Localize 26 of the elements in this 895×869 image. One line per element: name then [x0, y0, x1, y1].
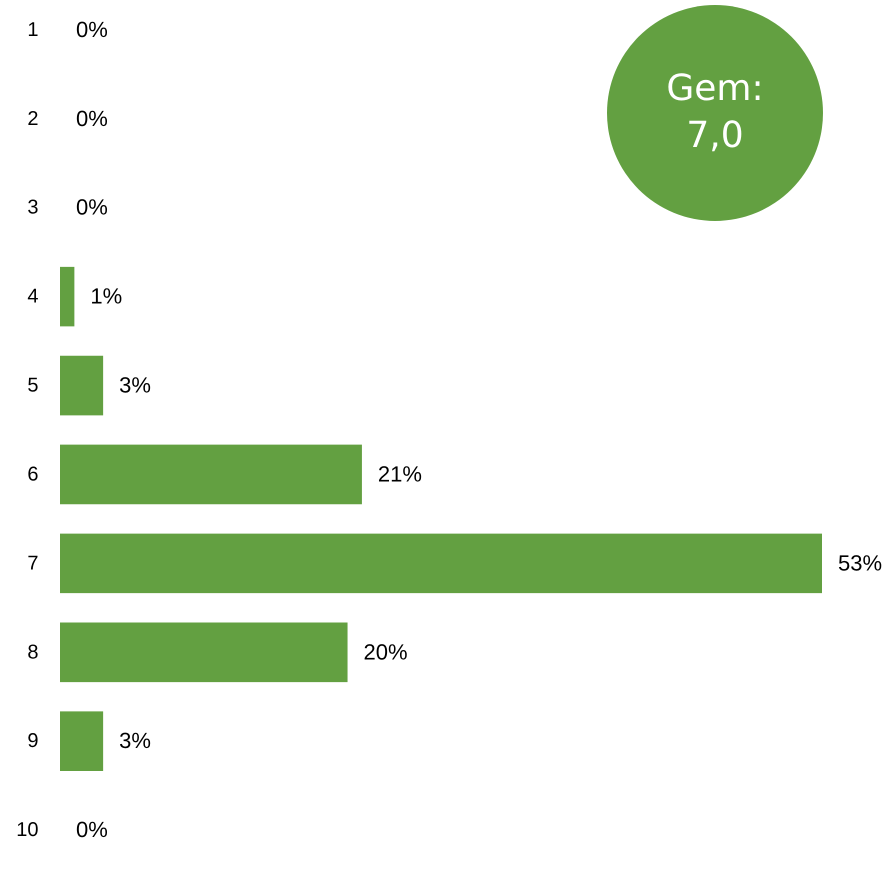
bar [60, 444, 362, 504]
y-tick-label: 1 [27, 18, 38, 41]
data-label: 3% [119, 728, 151, 754]
data-label: 53% [838, 550, 882, 576]
data-label: 0% [76, 817, 108, 842]
bar [60, 711, 104, 771]
data-label: 21% [378, 461, 422, 486]
bar [60, 356, 104, 416]
y-tick-label: 3 [27, 196, 38, 219]
y-tick-label: 4 [27, 286, 38, 308]
data-label: 3% [119, 372, 151, 398]
y-tick-label: 7 [27, 552, 38, 574]
data-label: 0% [76, 106, 108, 131]
y-tick-label: 8 [27, 641, 38, 664]
bar [60, 622, 348, 682]
data-label: 20% [364, 639, 408, 664]
bar [60, 534, 822, 594]
data-label: 1% [90, 284, 122, 309]
y-tick-label: 5 [27, 374, 38, 397]
data-label: 0% [76, 194, 108, 220]
data-label: 0% [76, 16, 108, 42]
y-tick-label: 10 [16, 819, 38, 842]
y-tick-label: 6 [27, 463, 38, 486]
y-tick-label: 9 [27, 730, 38, 752]
y-tick-label: 2 [27, 108, 38, 130]
bar [60, 266, 74, 326]
